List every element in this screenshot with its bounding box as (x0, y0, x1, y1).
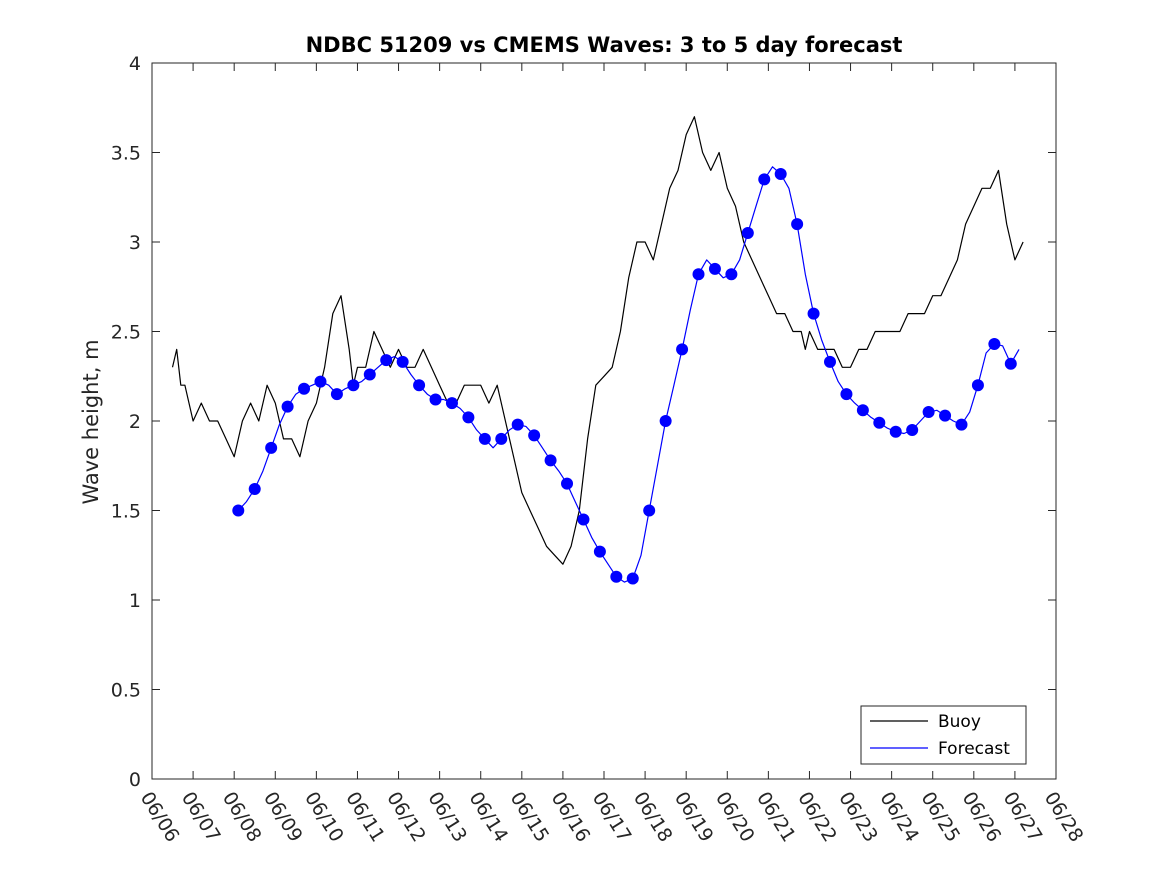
forecast-point (528, 429, 541, 442)
forecast-point (462, 411, 475, 424)
series-line-buoy (171, 116, 1024, 565)
y-tick-label: 0.5 (111, 680, 141, 702)
forecast-point (856, 404, 869, 417)
legend-label: Forecast (938, 739, 1010, 759)
forecast-point (774, 167, 787, 180)
forecast-point (626, 572, 639, 585)
forecast-point (971, 379, 984, 392)
y-tick-label: 2.5 (111, 322, 141, 344)
y-tick-label: 4 (129, 53, 141, 75)
forecast-point (561, 477, 574, 490)
forecast-point (610, 570, 623, 583)
legend-box (860, 705, 1027, 765)
y-tick-label: 3.5 (111, 143, 141, 165)
forecast-point (577, 513, 590, 526)
forecast-point (363, 368, 376, 381)
y-tick-label: 1 (129, 590, 141, 612)
y-tick-label: 2 (129, 411, 141, 433)
y-tick-label: 0 (129, 769, 141, 791)
chart-title: NDBC 51209 vs CMEMS Waves: 3 to 5 day fo… (306, 33, 903, 57)
forecast-point (478, 432, 491, 445)
forecast-point (840, 388, 853, 401)
forecast-point (791, 218, 804, 231)
forecast-point (445, 397, 458, 410)
forecast-point (396, 355, 409, 368)
y-tick-label: 1.5 (111, 501, 141, 523)
forecast-point (511, 418, 524, 431)
forecast-point (380, 354, 393, 367)
forecast-point (692, 268, 705, 281)
forecast-point (643, 504, 656, 517)
forecast-point (265, 441, 278, 454)
forecast-point (281, 400, 294, 413)
forecast-point (1004, 357, 1017, 370)
forecast-point (347, 379, 360, 392)
forecast-point (413, 379, 426, 392)
forecast-point (824, 355, 836, 368)
forecast-point (676, 343, 689, 356)
forecast-point (298, 382, 311, 395)
forecast-point (906, 423, 919, 436)
forecast-point (593, 545, 606, 558)
forecast-point (988, 338, 1001, 351)
legend-label: Buoy (938, 712, 981, 732)
forecast-point (873, 416, 886, 429)
y-tick-label: 3 (129, 232, 141, 254)
forecast-point (429, 393, 442, 406)
forecast-point (659, 415, 672, 427)
forecast-point (314, 375, 327, 388)
forecast-point (889, 425, 902, 438)
forecast-point (495, 432, 508, 445)
forecast-point (955, 418, 968, 431)
y-axis-label: Wave height, m (79, 339, 103, 504)
forecast-point (758, 173, 771, 186)
forecast-point (232, 504, 245, 517)
forecast-point (807, 307, 820, 320)
forecast-point (708, 262, 721, 275)
forecast-point (544, 454, 557, 467)
forecast-point (725, 268, 738, 281)
forecast-point (248, 483, 261, 496)
forecast-point (330, 388, 343, 401)
forecast-point (922, 406, 935, 419)
forecast-point (741, 227, 754, 240)
forecast-point (939, 409, 952, 422)
